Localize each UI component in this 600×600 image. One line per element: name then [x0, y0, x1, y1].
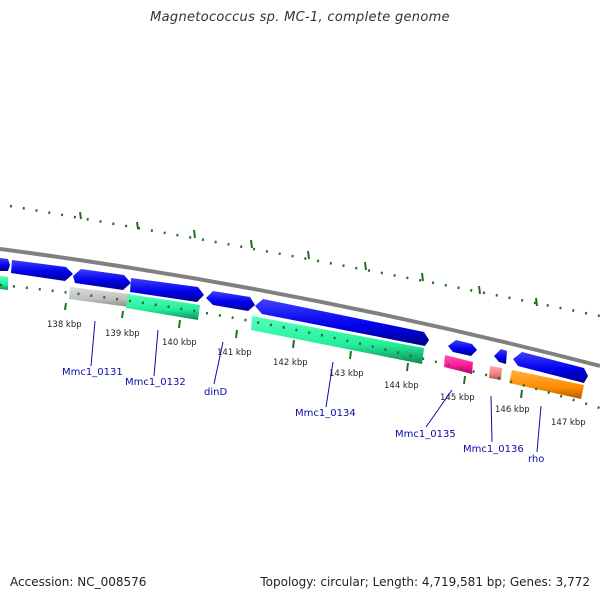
feature-green-left [0, 276, 8, 290]
scale-label-142: 142 kbp [273, 358, 308, 368]
reverse-strand-features [0, 276, 584, 399]
map-title: Magnetococcus sp. MC-1, complete genome [150, 10, 450, 25]
gene-arrow [206, 291, 255, 311]
gene-arrow [0, 258, 10, 271]
scale-label-138: 138 kbp [47, 320, 82, 330]
gene-arrow [130, 278, 204, 302]
gene-label-mmc1-0135[interactable]: Mmc1_0135 [395, 429, 456, 440]
feature-green-long [251, 316, 424, 364]
genome-backbone [0, 247, 600, 368]
scale-label-140: 140 kbp [162, 338, 197, 348]
scale-label-139: 139 kbp [105, 329, 140, 339]
scale-label-141: 141 kbp [217, 348, 252, 358]
gene-arrow [513, 352, 588, 383]
feature-gray [69, 287, 130, 307]
feature-green [126, 294, 200, 320]
gene-label-dind[interactable]: dinD [204, 387, 227, 398]
outer-major-ticks [79, 211, 538, 307]
feature-orange [509, 370, 584, 399]
feature-magenta [444, 355, 473, 374]
feature-pink [489, 366, 502, 380]
gene-label-mmc1-0131[interactable]: Mmc1_0131 [62, 367, 123, 378]
gene-arrow [73, 269, 131, 290]
scale-label-146: 146 kbp [495, 405, 530, 415]
scale-label-143: 143 kbp [329, 369, 364, 379]
gene-label-mmc1-0134[interactable]: Mmc1_0134 [295, 408, 356, 419]
scale-label-147: 147 kbp [551, 418, 586, 428]
inner-tick-ring [0, 283, 600, 410]
accession-label: Accession: NC_008576 [10, 575, 147, 589]
scale-labels: 138 kbp 139 kbp 140 kbp 141 kbp 142 kbp … [47, 320, 586, 428]
scale-label-145: 145 kbp [440, 393, 475, 403]
gene-label-lines [90, 320, 542, 453]
gene-label-mmc1-0136[interactable]: Mmc1_0136 [463, 444, 524, 455]
gene-arrow [255, 299, 429, 346]
gene-label-mmc1-0132[interactable]: Mmc1_0132 [125, 377, 186, 388]
gene-arrow [11, 260, 73, 281]
inner-major-ticks [64, 302, 523, 399]
genome-stats-label: Topology: circular; Length: 4,719,581 bp… [260, 575, 590, 589]
gene-arrow [448, 340, 477, 356]
gene-labels: Mmc1_0131 Mmc1_0132 dinD Mmc1_0134 Mmc1_… [62, 367, 544, 465]
gene-arrow [494, 349, 507, 364]
gene-label-rho[interactable]: rho [528, 454, 544, 465]
scale-label-144: 144 kbp [384, 381, 419, 391]
forward-strand-features [0, 258, 588, 383]
